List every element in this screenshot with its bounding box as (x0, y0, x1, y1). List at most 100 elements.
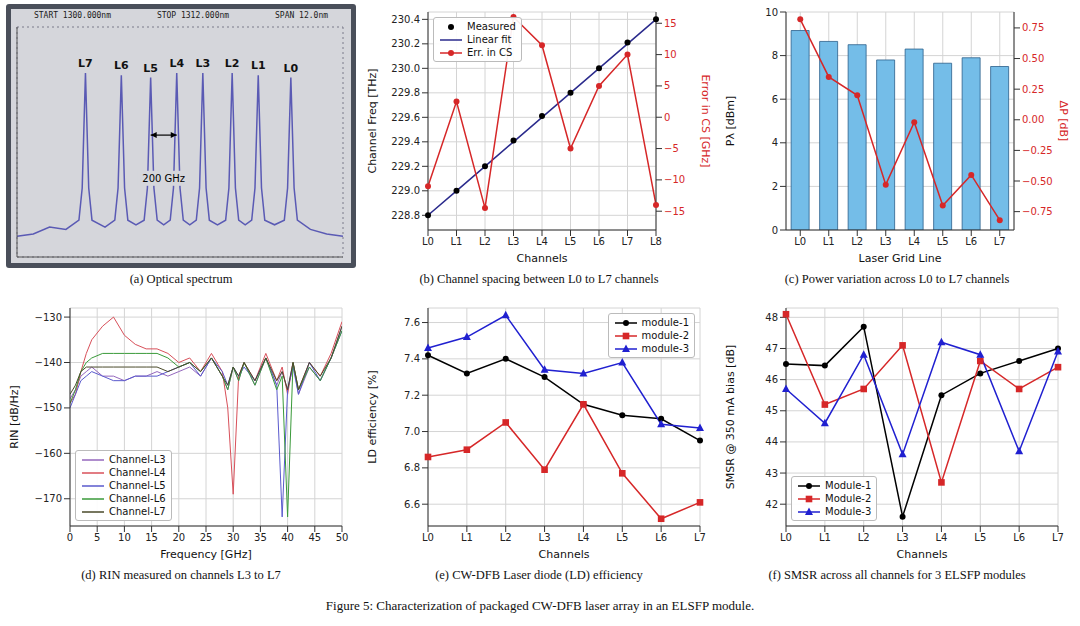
svg-text:229.2: 229.2 (391, 161, 420, 172)
svg-text:L8: L8 (650, 236, 662, 247)
svg-text:L3: L3 (508, 236, 520, 247)
svg-text:Error in CS [GHz]: Error in CS [GHz] (699, 74, 712, 167)
svg-text:−0.25: −0.25 (1022, 145, 1053, 156)
svg-text:0: 0 (67, 532, 73, 543)
svg-text:0.00: 0.00 (1022, 114, 1044, 125)
svg-text:46: 46 (765, 374, 778, 385)
svg-text:SMSR @ 350 mA bias [dB]: SMSR @ 350 mA bias [dB] (724, 345, 737, 489)
svg-text:ΔP [dB]: ΔP [dB] (1057, 101, 1070, 142)
svg-text:L2: L2 (500, 532, 512, 543)
svg-text:L7: L7 (1052, 532, 1064, 543)
svg-text:0: 0 (664, 112, 670, 123)
svg-text:230.4: 230.4 (391, 14, 420, 25)
svg-text:Channels: Channels (517, 252, 568, 265)
svg-text:L5: L5 (616, 532, 628, 543)
svg-text:6: 6 (772, 94, 778, 105)
svg-text:−150: −150 (35, 402, 62, 413)
svg-text:15: 15 (664, 18, 677, 29)
svg-text:L2: L2 (851, 236, 863, 247)
svg-text:−5: −5 (664, 143, 679, 154)
svg-text:L0: L0 (422, 532, 434, 543)
svg-text:25: 25 (200, 532, 213, 543)
svg-text:L3: L3 (539, 532, 551, 543)
svg-text:228.8: 228.8 (391, 210, 420, 221)
svg-text:L5: L5 (565, 236, 577, 247)
svg-text:229.6: 229.6 (391, 112, 420, 123)
svg-text:20: 20 (172, 532, 185, 543)
svg-text:48: 48 (765, 312, 778, 323)
svg-text:−160: −160 (35, 448, 62, 459)
svg-text:L7: L7 (694, 532, 706, 543)
svg-text:6.6: 6.6 (404, 499, 420, 510)
svg-text:40: 40 (281, 532, 294, 543)
svg-text:L6: L6 (655, 532, 667, 543)
svg-text:7.0: 7.0 (404, 426, 420, 437)
svg-text:L1: L1 (451, 236, 463, 247)
svg-text:10: 10 (664, 49, 677, 60)
svg-text:43: 43 (765, 468, 778, 479)
svg-text:−0.75: −0.75 (1022, 206, 1053, 217)
svg-text:45: 45 (308, 532, 321, 543)
svg-text:45: 45 (765, 405, 778, 416)
svg-text:L4: L4 (169, 57, 184, 70)
svg-text:L6: L6 (965, 236, 977, 247)
svg-text:L3: L3 (195, 57, 210, 70)
svg-text:Laser Grid Line: Laser Grid Line (859, 252, 942, 265)
svg-text:0.25: 0.25 (1022, 84, 1044, 95)
svg-text:5: 5 (664, 80, 670, 91)
svg-text:−170: −170 (35, 493, 62, 504)
svg-text:LD efficiency [%]: LD efficiency [%] (366, 370, 379, 463)
svg-text:L6: L6 (1013, 532, 1025, 543)
svg-text:L7: L7 (994, 236, 1006, 247)
svg-text:200 GHz: 200 GHz (142, 173, 185, 184)
svg-text:7.2: 7.2 (404, 390, 420, 401)
svg-text:L7: L7 (78, 57, 93, 70)
svg-text:0.75: 0.75 (1022, 22, 1044, 33)
svg-text:229.0: 229.0 (391, 185, 420, 196)
svg-text:Pλ [dBm]: Pλ [dBm] (724, 96, 737, 146)
svg-text:7.6: 7.6 (404, 317, 420, 328)
svg-text:L4: L4 (536, 236, 548, 247)
svg-text:35: 35 (254, 532, 267, 543)
svg-text:15: 15 (145, 532, 158, 543)
svg-text:L4: L4 (577, 532, 589, 543)
svg-text:Frequency [GHz]: Frequency [GHz] (160, 548, 251, 561)
svg-text:230.2: 230.2 (391, 38, 420, 49)
svg-text:L1: L1 (251, 59, 266, 72)
svg-text:L3: L3 (880, 236, 892, 247)
svg-text:L6: L6 (114, 59, 129, 72)
svg-text:229.8: 229.8 (391, 87, 420, 98)
svg-text:RIN [dB/Hz]: RIN [dB/Hz] (8, 385, 21, 448)
svg-text:47: 47 (765, 343, 778, 354)
svg-text:L5: L5 (937, 236, 949, 247)
svg-text:50: 50 (336, 532, 349, 543)
svg-text:L1: L1 (823, 236, 835, 247)
svg-text:L5: L5 (974, 532, 986, 543)
svg-text:−15: −15 (664, 206, 685, 217)
svg-text:−140: −140 (35, 357, 62, 368)
svg-text:4: 4 (772, 137, 778, 148)
svg-text:229.4: 229.4 (391, 136, 420, 147)
svg-text:230.0: 230.0 (391, 63, 420, 74)
svg-text:2: 2 (772, 181, 778, 192)
svg-text:−0.50: −0.50 (1022, 176, 1053, 187)
svg-text:L4: L4 (908, 236, 920, 247)
svg-text:L7: L7 (622, 236, 634, 247)
svg-text:L4: L4 (935, 532, 947, 543)
svg-text:L2: L2 (479, 236, 491, 247)
svg-text:L2: L2 (858, 532, 870, 543)
svg-text:L3: L3 (897, 532, 909, 543)
svg-text:30: 30 (227, 532, 240, 543)
svg-text:−130: −130 (35, 312, 62, 323)
svg-text:5: 5 (94, 532, 100, 543)
svg-text:44: 44 (765, 436, 778, 447)
svg-text:10: 10 (765, 7, 778, 18)
svg-text:L0: L0 (794, 236, 806, 247)
svg-text:−10: −10 (664, 174, 685, 185)
svg-text:Channels: Channels (897, 548, 948, 561)
svg-text:42: 42 (765, 499, 778, 510)
svg-text:10: 10 (118, 532, 131, 543)
svg-text:6.8: 6.8 (404, 462, 420, 473)
svg-text:0: 0 (772, 225, 778, 236)
svg-text:L2: L2 (225, 57, 240, 70)
